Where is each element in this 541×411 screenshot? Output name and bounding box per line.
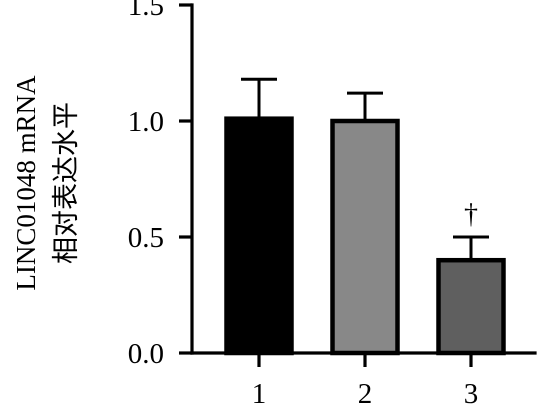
significance-marker: † [464, 199, 478, 230]
error-bars [241, 77, 489, 261]
y-axis-title: LINC01048 mRNA 相对表达水平 [11, 75, 81, 291]
y-tick-label: 1.5 [128, 0, 164, 22]
y-axis-title-line-2: 相对表达水平 [51, 102, 81, 264]
bars [224, 116, 506, 356]
x-axis: 1 2 3 [190, 351, 537, 410]
x-tick-label: 3 [464, 378, 479, 410]
x-tick-label: 1 [252, 378, 267, 410]
x-tick-label: 2 [358, 378, 373, 410]
y-axis: 0.0 0.5 1.0 1.5 [128, 0, 194, 370]
bar-2 [330, 118, 400, 356]
y-axis-title-line-1: LINC01048 mRNA [11, 75, 41, 291]
y-tick-label: 1.0 [128, 106, 164, 138]
bar-1 [224, 116, 294, 356]
annotations: † [464, 199, 478, 230]
bar-3 [436, 257, 506, 356]
y-tick-label: 0.5 [128, 222, 164, 254]
y-tick-label: 0.0 [128, 338, 164, 370]
